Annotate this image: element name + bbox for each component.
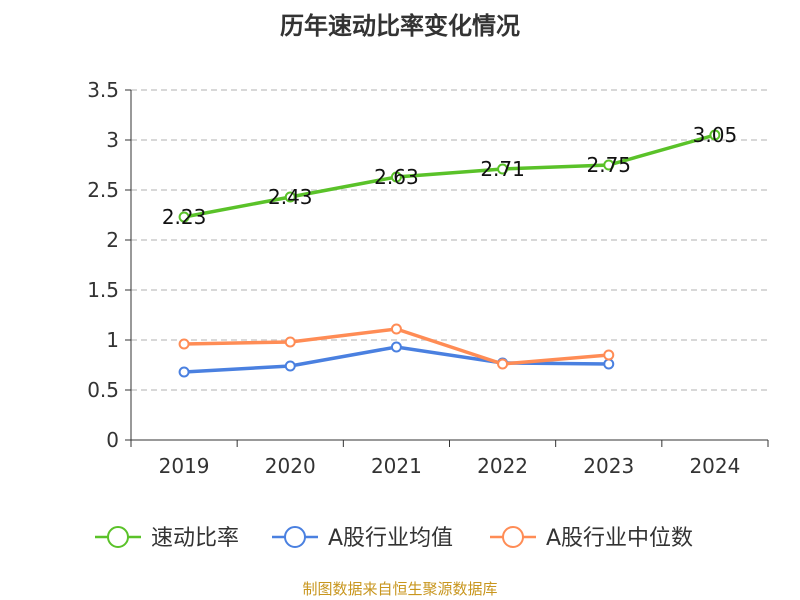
data-label: 2.63: [374, 165, 419, 189]
data-point: [709, 129, 721, 141]
y-tick-label: 3: [106, 128, 119, 152]
data-point: [390, 171, 402, 183]
legend-marker: [502, 526, 524, 548]
data-point: [284, 336, 296, 348]
legend-marker: [284, 526, 306, 548]
x-tick-label: 2019: [159, 454, 210, 478]
y-tick-label: 2: [106, 228, 119, 252]
y-tick-label: 1.5: [87, 278, 119, 302]
y-tick-label: 0.5: [87, 378, 119, 402]
series-line: [183, 133, 716, 219]
legend-label: A股行业中位数: [546, 526, 693, 551]
data-point: [178, 366, 190, 378]
data-label: 2.75: [586, 153, 631, 177]
data-point: [603, 358, 615, 370]
data-label: 2.43: [268, 185, 313, 209]
data-point: [284, 191, 296, 203]
x-tick-label: 2020: [265, 454, 316, 478]
y-tick-label: 2.5: [87, 178, 119, 202]
data-point: [390, 323, 402, 335]
x-tick-label: 2024: [689, 454, 740, 478]
x-tick-label: 2022: [477, 454, 528, 478]
y-tick-label: 0: [106, 428, 119, 452]
legend-label: 速动比率: [151, 526, 239, 551]
data-point: [178, 338, 190, 350]
source-note: 制图数据来自恒生聚源数据库: [302, 580, 498, 598]
data-point: [497, 163, 509, 175]
x-tick-label: 2023: [583, 454, 634, 478]
x-tick-label: 2021: [371, 454, 422, 478]
chart-title: 历年速动比率变化情况: [280, 12, 520, 40]
data-label: 2.71: [480, 157, 525, 181]
data-label: 2.23: [162, 205, 207, 229]
data-label: 3.05: [693, 123, 738, 147]
y-tick-label: 1: [106, 328, 119, 352]
data-point: [390, 341, 402, 353]
data-point: [284, 360, 296, 372]
data-point: [497, 358, 509, 370]
data-point: [603, 159, 615, 171]
legend-label: A股行业均值: [328, 526, 453, 551]
legend-marker: [107, 526, 129, 548]
y-tick-label: 3.5: [87, 78, 119, 102]
data-point: [178, 211, 190, 223]
data-point: [603, 349, 615, 361]
